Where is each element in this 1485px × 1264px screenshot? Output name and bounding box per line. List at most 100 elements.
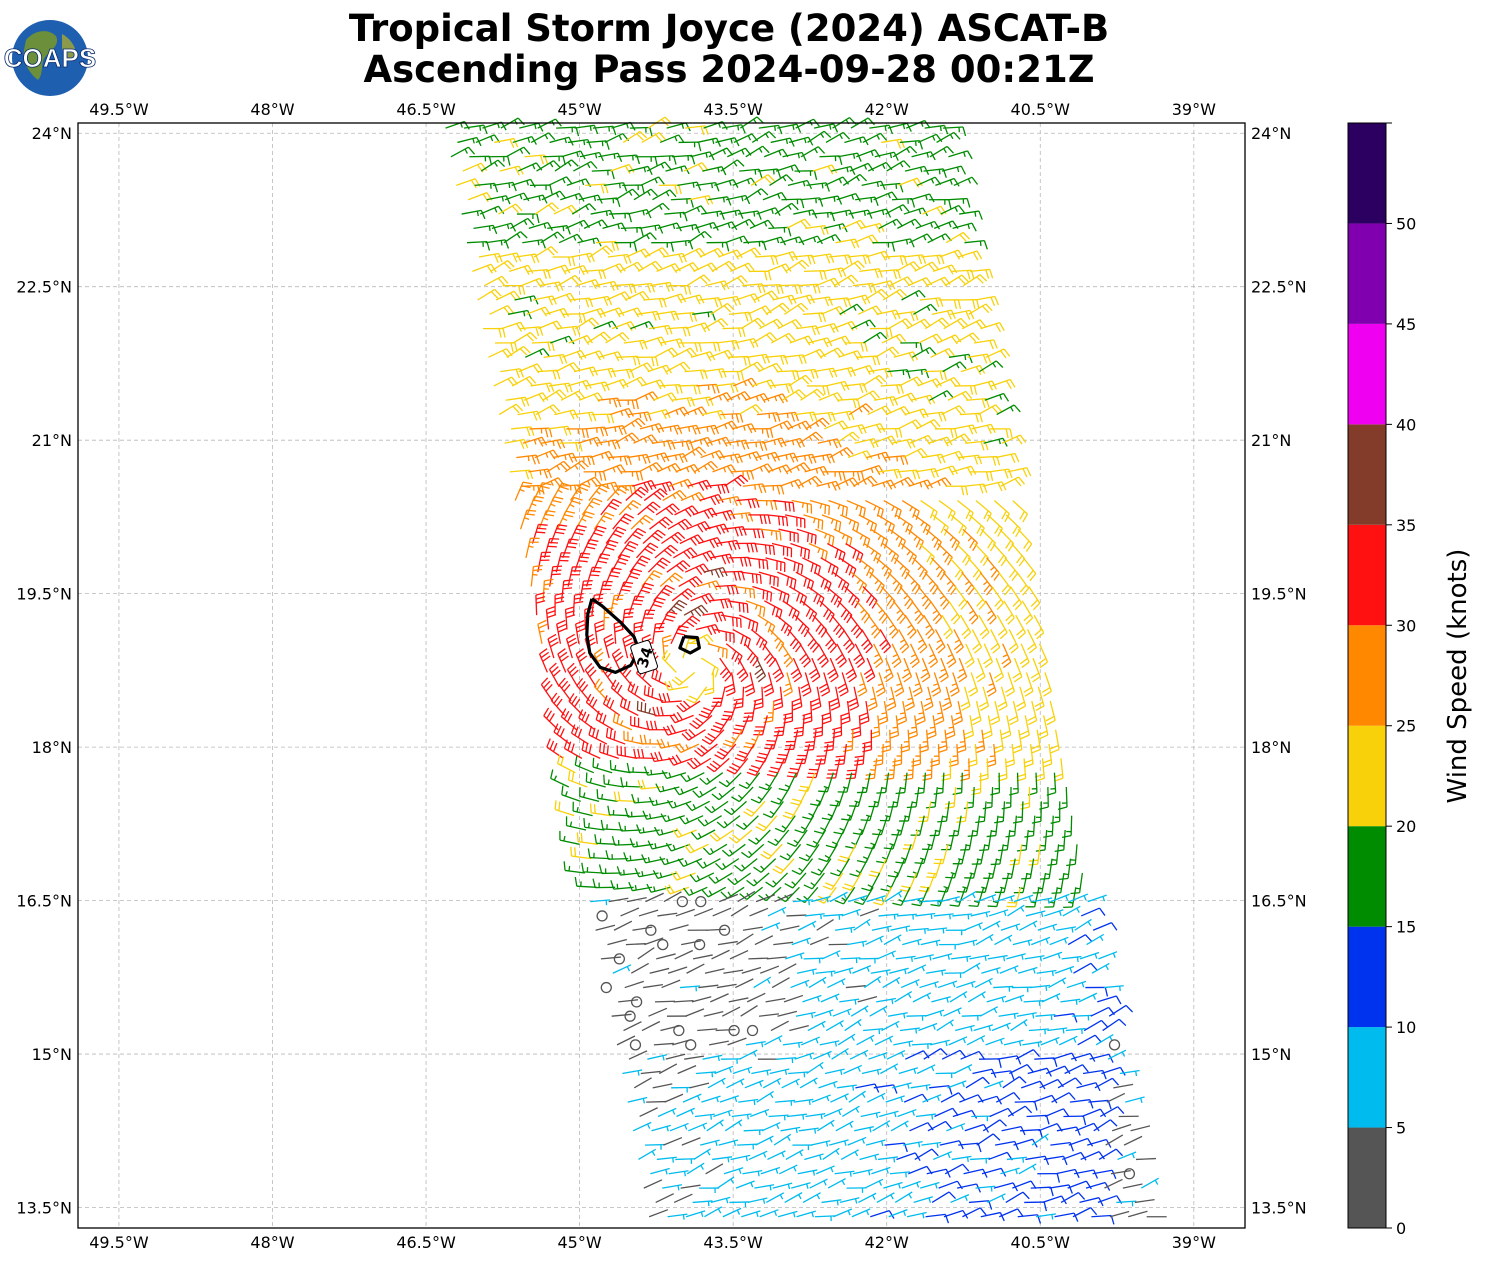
wind-barb — [964, 1123, 990, 1133]
wind-barb — [788, 374, 813, 387]
wind-barb — [699, 772, 724, 785]
wind-barb — [1066, 844, 1078, 867]
wind-barb — [740, 571, 762, 584]
wind-barb — [717, 1176, 735, 1189]
wind-barb — [674, 949, 694, 960]
wind-barb — [618, 499, 642, 516]
wind-barb — [881, 333, 907, 344]
wind-barb — [896, 913, 917, 920]
wind-barb — [743, 729, 762, 749]
wind-barb — [651, 439, 676, 450]
wind-barb — [623, 730, 644, 745]
wind-barb — [534, 202, 560, 215]
wind-barb — [777, 571, 797, 589]
wind-barb — [1045, 700, 1056, 726]
wind-barb — [853, 643, 866, 668]
wind-barb — [845, 341, 868, 352]
wind-barb — [974, 543, 989, 567]
wind-barb — [1012, 729, 1023, 754]
wind-barb — [939, 943, 960, 950]
wind-barb — [731, 423, 757, 434]
wind-barb — [956, 299, 980, 309]
wind-barb — [1030, 1186, 1054, 1197]
wind-barb — [1119, 1069, 1140, 1077]
wind-barb — [997, 686, 1008, 711]
wind-barb — [725, 643, 743, 665]
wind-barb — [664, 884, 690, 895]
wind-barb — [994, 1140, 1019, 1151]
wind-barb — [859, 908, 880, 917]
wind-barb — [522, 436, 548, 447]
wind-barb — [600, 498, 622, 516]
wind-barb — [863, 657, 876, 683]
wind-barb — [924, 571, 939, 595]
wind-barb — [981, 966, 1001, 974]
wind-barb — [776, 1057, 797, 1064]
wind-barb — [916, 1064, 936, 1075]
wind-barb — [806, 829, 827, 848]
wind-barb — [795, 1011, 816, 1019]
wind-barb — [867, 686, 878, 711]
wind-barb — [796, 528, 817, 545]
wind-barb — [605, 332, 630, 344]
wind-barb — [827, 978, 846, 989]
wind-barb — [752, 585, 773, 602]
wind-barb — [1024, 815, 1036, 838]
wind-barb — [924, 370, 948, 381]
wind-barb — [530, 564, 543, 587]
wind-barb — [967, 353, 992, 364]
wind-barb — [923, 686, 934, 711]
wind-barb — [648, 796, 673, 807]
wind-barb — [1125, 1096, 1145, 1104]
wind-barb — [821, 701, 832, 725]
wind-barb — [646, 720, 669, 731]
wind-barb — [1031, 1133, 1049, 1146]
wind-barb — [478, 252, 503, 263]
wind-barb — [805, 629, 820, 653]
wind-barb — [559, 830, 580, 845]
axis-ticks: 49.5°W49.5°W48°W48°W46.5°W46.5°W45°W45°W… — [16, 100, 1306, 1252]
wind-barb — [837, 672, 849, 697]
wind-barb — [511, 178, 536, 188]
wind-barb — [676, 1107, 695, 1118]
wind-barb — [734, 337, 759, 349]
wind-barb — [750, 628, 768, 651]
wind-barb — [709, 829, 734, 842]
wind-barb — [957, 500, 974, 522]
wind-barb — [799, 1077, 818, 1089]
wind-barb — [873, 643, 884, 668]
wind-barb — [836, 192, 861, 202]
wind-barb — [821, 305, 846, 316]
wind-barb — [646, 596, 666, 616]
wind-barb — [1049, 936, 1069, 946]
wind-barb — [717, 295, 742, 306]
wind-barb — [716, 539, 741, 551]
wind-barb — [864, 288, 889, 301]
wind-barb — [1077, 1034, 1102, 1046]
wind-barb — [734, 743, 755, 762]
wind-barb — [694, 1113, 715, 1120]
wind-barb — [1117, 1151, 1137, 1161]
wind-barb — [884, 890, 903, 903]
wind-barb — [513, 331, 538, 344]
wind-barb — [552, 256, 576, 267]
wind-barb — [875, 346, 900, 358]
wind-barb — [544, 307, 570, 319]
wind-barb — [663, 252, 687, 263]
wind-barb — [766, 263, 792, 274]
wind-barb — [989, 1107, 1015, 1118]
wind-barb — [945, 485, 969, 496]
wind-barb — [719, 657, 732, 682]
wind-barb — [633, 748, 656, 760]
wind-barb — [902, 938, 922, 946]
wind-barb — [979, 1006, 999, 1017]
wind-barb — [649, 281, 674, 292]
wind-barb — [610, 163, 635, 175]
wind-barb — [540, 231, 565, 244]
wind-barb — [911, 346, 937, 358]
wind-barb — [1019, 643, 1030, 669]
wind-barb — [610, 679, 627, 702]
wind-barb — [898, 629, 910, 654]
wind-barb — [725, 439, 750, 450]
wind-barb — [744, 643, 759, 667]
